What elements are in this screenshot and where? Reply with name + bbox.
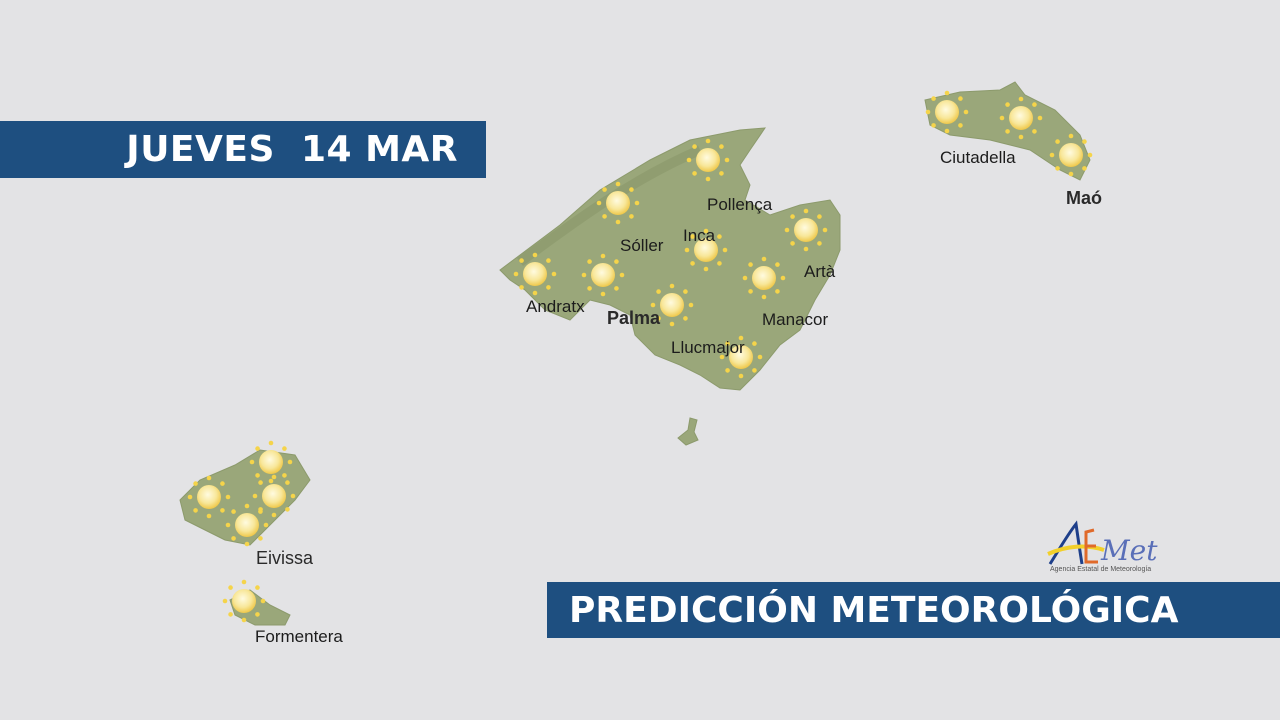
aemet-logo: Met bbox=[1047, 520, 1158, 567]
sun-icon bbox=[1049, 133, 1093, 177]
forecast-title-banner: PREDICCIÓN METEOROLÓGICA bbox=[547, 582, 1280, 638]
label-manacor: Manacor bbox=[762, 310, 829, 329]
sun-icon bbox=[719, 335, 763, 379]
island-eivissa bbox=[179, 449, 311, 546]
date-banner: JUEVES 14 MAR bbox=[0, 121, 486, 178]
label-llucmajor: Llucmajor bbox=[671, 338, 745, 357]
sun-icon bbox=[596, 181, 640, 225]
sun-icon bbox=[742, 256, 786, 300]
sun-icon bbox=[513, 252, 557, 296]
aemet-logo-subtitle: Agencia Estatal de Meteorología bbox=[1050, 566, 1152, 573]
sun-icon bbox=[650, 283, 694, 327]
label-palma: Palma bbox=[607, 308, 661, 328]
label-ciutadella: Ciutadella bbox=[940, 148, 1016, 167]
label-andratx: Andratx bbox=[526, 297, 585, 316]
sun-icon bbox=[684, 228, 728, 272]
svg-text:Met: Met bbox=[1100, 534, 1158, 567]
sun-icon bbox=[686, 138, 730, 182]
sun-icon bbox=[252, 474, 296, 518]
label-inca: Inca bbox=[683, 226, 716, 245]
label-eivissa: Eivissa bbox=[256, 548, 314, 568]
sun-icon bbox=[581, 253, 625, 297]
sun-icon bbox=[784, 208, 828, 252]
sun-icon bbox=[187, 475, 231, 519]
sun-icon bbox=[999, 96, 1043, 140]
label-formentera: Formentera bbox=[255, 627, 343, 646]
label-mao: Maó bbox=[1066, 188, 1102, 208]
island-mallorca bbox=[499, 127, 841, 391]
sun-icon bbox=[225, 503, 269, 547]
sun-icon bbox=[222, 579, 266, 623]
label-arta: Artà bbox=[804, 262, 836, 281]
label-soller: Sóller bbox=[620, 236, 664, 255]
sun-icon bbox=[925, 90, 969, 134]
island-cabrera bbox=[677, 417, 699, 446]
sun-icon bbox=[249, 440, 293, 484]
label-pollenca: Pollença bbox=[707, 195, 773, 214]
